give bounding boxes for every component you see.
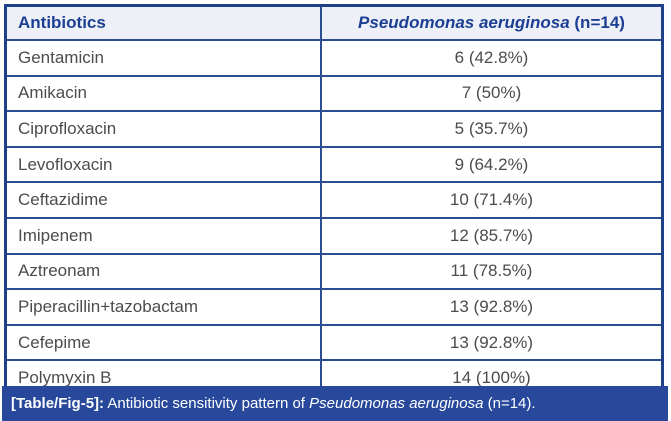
sensitivity-value-cell: 7 (50%) (320, 74, 664, 113)
table-row: Amikacin 7 (50%) (4, 74, 664, 113)
table-row: Cefepime 13 (92.8%) (4, 323, 664, 362)
antibiotic-name-cell: Imipenem (4, 216, 322, 255)
caption-species-italic: Pseudomonas aeruginosa (309, 395, 484, 412)
table-row: Ciprofloxacin 5 (35.7%) (4, 110, 664, 148)
column-header-organism: Pseudomonas aeruginosa (n=14) (320, 4, 664, 41)
sensitivity-value-cell: 10 (71.4%) (320, 181, 664, 219)
sensitivity-value-cell: 6 (42.8%) (320, 39, 664, 77)
antibiotic-name-cell: Aztreonam (4, 252, 322, 291)
antibiotic-name-cell: Piperacillin+tazobactam (4, 288, 322, 326)
table-row: Aztreonam 11 (78.5%) (4, 252, 664, 291)
antibiotic-name-cell: Ceftazidime (4, 181, 322, 219)
organism-name-italic: Pseudomonas aeruginosa (358, 13, 570, 32)
table-row: Imipenem 12 (85.7%) (4, 216, 664, 255)
table-row: Gentamicin 6 (42.8%) (4, 39, 664, 77)
sensitivity-value-cell: 11 (78.5%) (320, 252, 664, 291)
column-header-antibiotics: Antibiotics (4, 4, 322, 41)
sensitivity-value-cell: 5 (35.7%) (320, 110, 664, 148)
antibiotic-name-cell: Levofloxacin (4, 145, 322, 184)
table-row: Piperacillin+tazobactam 13 (92.8%) (4, 288, 664, 326)
caption-tag: [Table/Fig-5]: (11, 395, 105, 412)
sensitivity-value-cell: 13 (92.8%) (320, 323, 664, 362)
sensitivity-value-cell: 12 (85.7%) (320, 216, 664, 255)
antibiotic-name-cell: Gentamicin (4, 39, 322, 77)
antibiotic-name-cell: Ciprofloxacin (4, 110, 322, 148)
antibiotic-name-cell: Cefepime (4, 323, 322, 362)
antibiotic-sensitivity-table: Antibiotics Pseudomonas aeruginosa (n=14… (4, 4, 664, 398)
sensitivity-value-cell: 9 (64.2%) (320, 145, 664, 184)
caption-text-suffix: (n=14). (483, 395, 536, 412)
caption-text: Antibiotic sensitivity pattern of (104, 395, 310, 412)
header-row: Antibiotics Pseudomonas aeruginosa (n=14… (4, 4, 664, 41)
organism-sample-count: (n=14) (569, 13, 625, 32)
table-row: Levofloxacin 9 (64.2%) (4, 145, 664, 184)
sensitivity-value-cell: 13 (92.8%) (320, 288, 664, 326)
table-row: Ceftazidime 10 (71.4%) (4, 181, 664, 219)
antibiotic-name-cell: Amikacin (4, 74, 322, 113)
table-caption: [Table/Fig-5]: Antibiotic sensitivity pa… (2, 386, 668, 421)
